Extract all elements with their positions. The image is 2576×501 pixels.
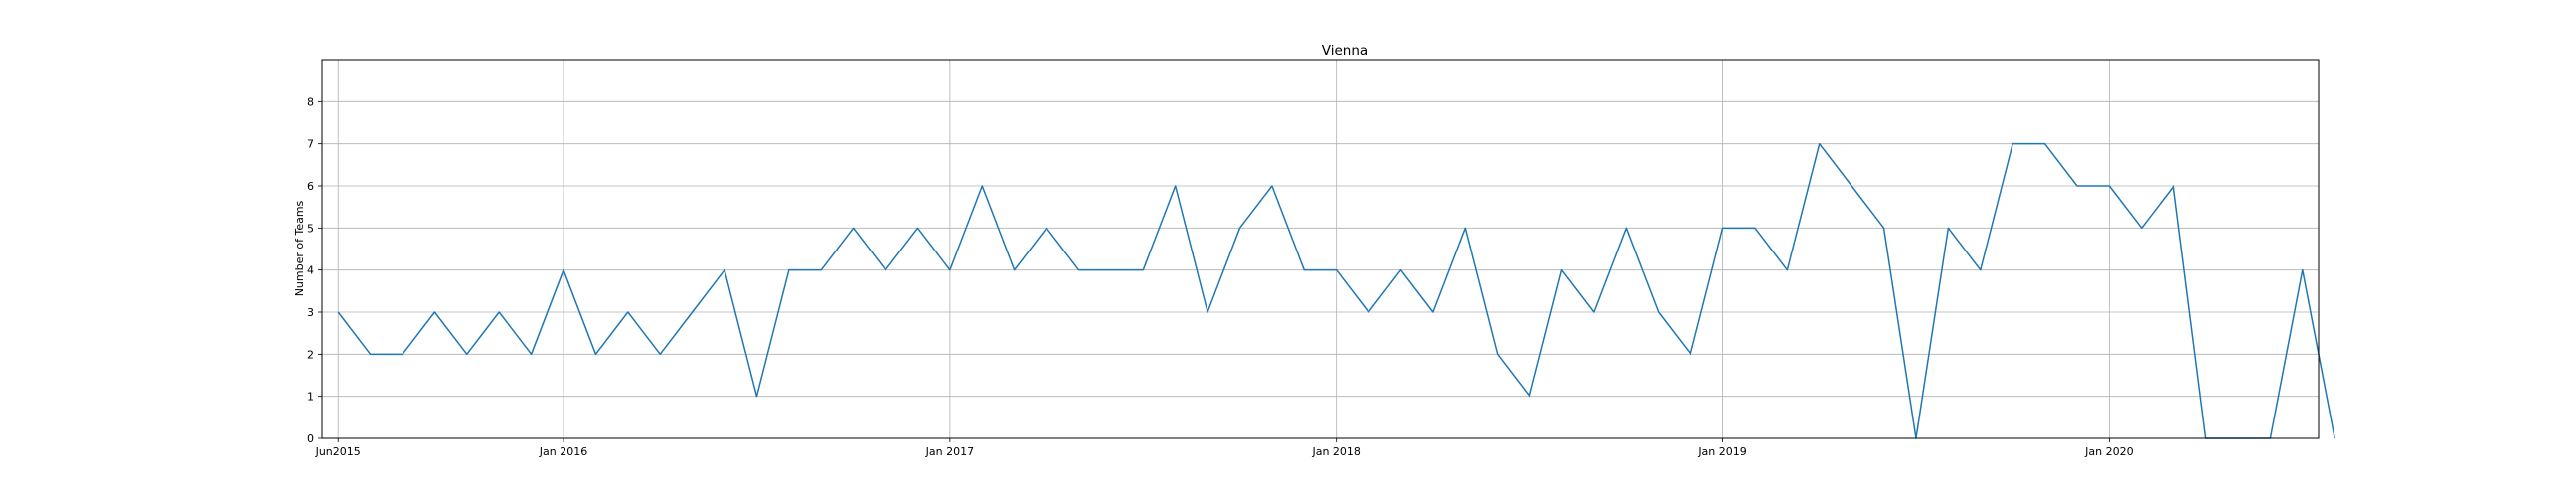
plot-frame [321,59,2320,439]
y-tick-label: 3 [307,306,314,319]
x-axis: Jun2015 Jan 2016 Jan 2017 Jan 2018 Jan 2019 J… [315,438,2134,458]
y-tick-label: 6 [307,180,314,193]
x-tick-label: Jan 2017 [925,445,974,458]
y-tick-label: 4 [307,264,314,277]
y-tick-label: 5 [307,222,314,235]
y-axis: 0 1 2 3 4 5 6 7 8 [307,95,322,445]
y-tick-label: 1 [307,391,314,404]
x-tick-label: Jan 2020 [2084,445,2133,458]
chart-title: Vienna [1322,43,1368,59]
series-line [337,142,2335,439]
y-tick-label: 2 [307,348,314,361]
x-tick-label: Jan 2016 [539,445,587,458]
y-tick-label: 0 [307,432,314,445]
y-tick-label: 8 [307,95,314,108]
grid-lines [322,60,2319,439]
y-axis-title: Number of Teams [293,200,306,296]
x-tick-label: Jan 2018 [1311,445,1360,458]
series [337,142,2335,439]
x-tick-label: Jan 2019 [1697,445,1746,458]
x-tick-label: Jun2015 [315,445,361,458]
y-tick-label: 7 [307,138,314,151]
